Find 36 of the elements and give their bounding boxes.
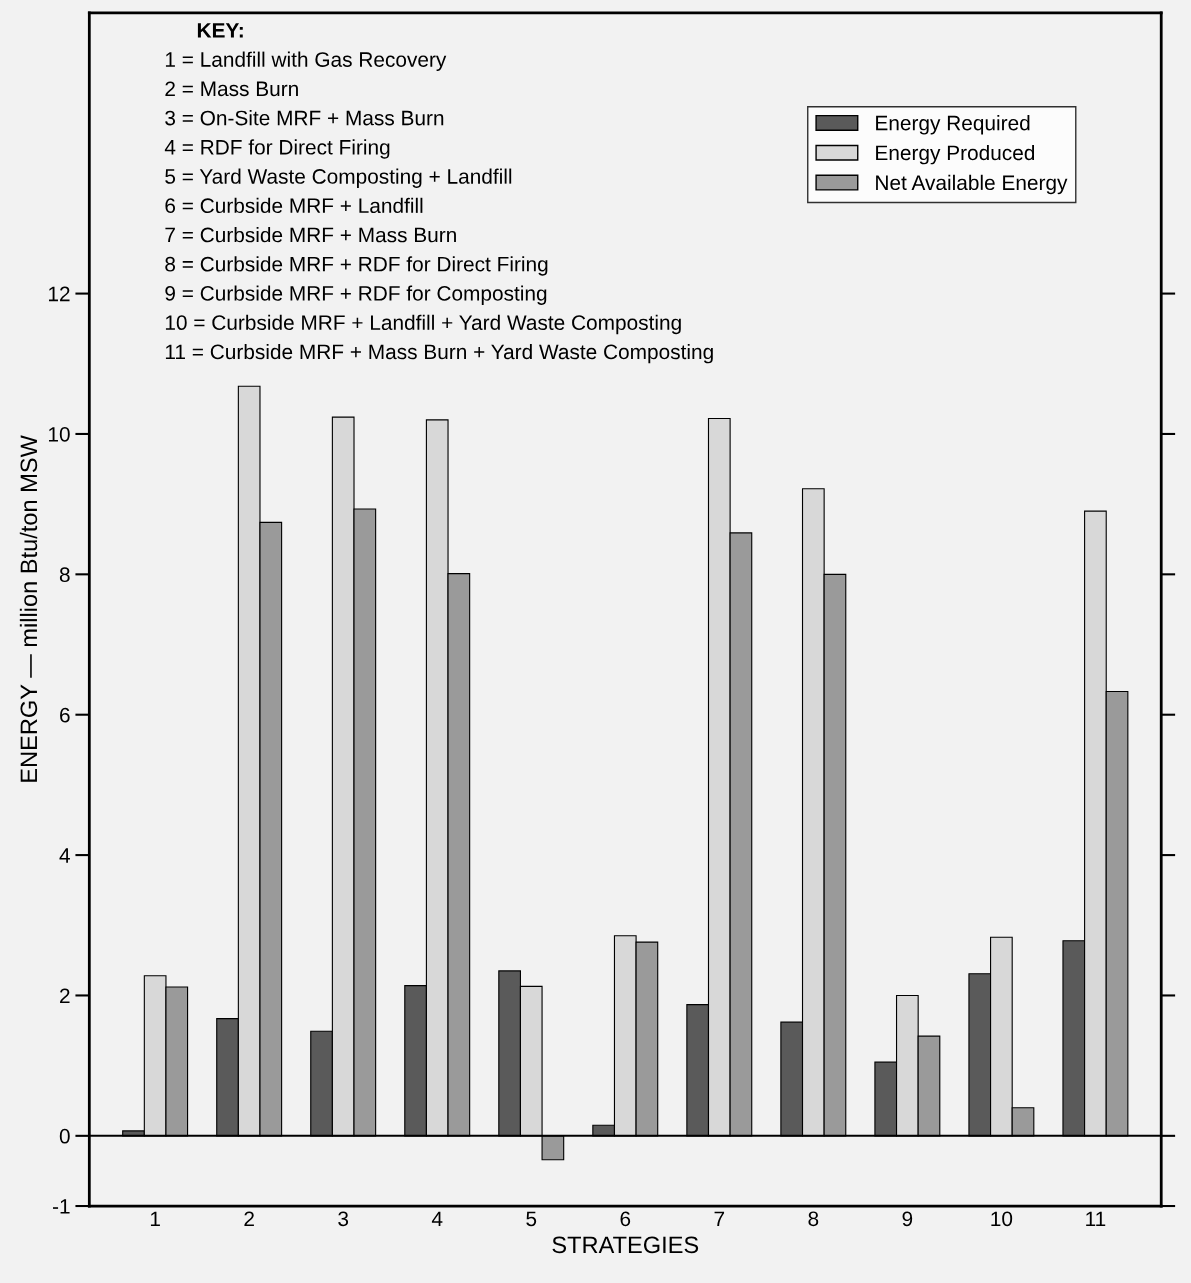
y-tick-label: 0 [59,1128,70,1144]
x-tick-label: 7 [714,1211,725,1226]
y-tick-label: 10 [48,426,70,442]
x-tick-label: 11 [1086,1211,1106,1226]
y-tick-label: 4 [59,848,70,863]
x-tick-label: 6 [620,1211,631,1227]
annotation: KEY: [197,23,243,38]
y-axis-title: ENERGY — million Btu/ton MSW [19,435,38,782]
y-tick-label: 12 [48,286,70,302]
annotation: 4 = RDF for Direct Firing [164,139,390,159]
annotation: 3 = On-Site MRF + Mass Burn [165,110,444,126]
x-tick-label: 4 [431,1211,443,1226]
annotation: 2 = Mass Burn [165,81,298,97]
x-tick-label: 9 [902,1211,913,1227]
annotation: 1 = Landfill with Gas Recovery [165,51,447,72]
x-tick-label: 2 [244,1211,254,1226]
x-tick-label: 8 [808,1211,819,1227]
x-tick-label: 1 [150,1211,160,1226]
annotation: 5 = Yard Waste Composting + Landfill [165,168,512,188]
y-tick-label: 6 [60,707,70,723]
legend-label: Net Available Energy [876,174,1068,195]
legend-label: Energy Required [876,115,1030,135]
annotation: 8 = Curbside MRF + RDF for Direct Firing [165,256,548,276]
annotation: 11 = Curbside MRF + Mass Burn + Yard Waste Composting [165,343,713,364]
x-tick-label: 5 [526,1211,537,1227]
y-tick-label: 8 [59,567,70,583]
x-tick-label: 3 [338,1211,349,1227]
annotation: 7 = Curbside MRF + Mass Burn [165,227,456,243]
legend-label: Energy Produced [876,144,1035,165]
y-tick-label: 2 [60,988,70,1004]
y-tick-label: -1 [52,1199,70,1214]
annotation: 9 = Curbside MRF + RDF for Composting [165,285,547,305]
annotation: 6 = Curbside MRF + Landfill [165,197,423,214]
x-tick-label: 10 [991,1211,1013,1227]
x-axis-title: STRATEGIES [552,1236,699,1254]
annotation: 10 = Curbside MRF + Landfill + Yard Waste Composting [165,314,681,335]
